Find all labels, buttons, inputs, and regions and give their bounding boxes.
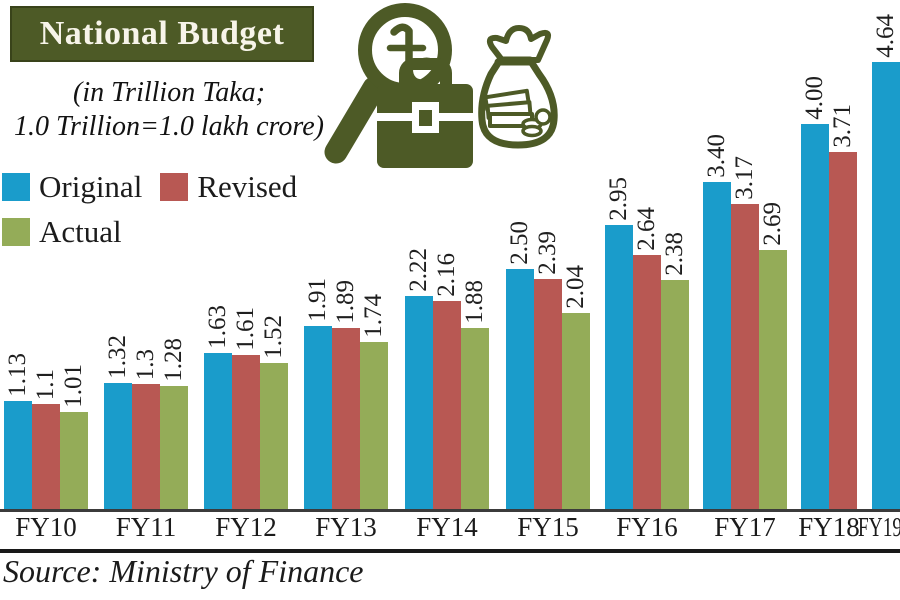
- bar-original-fy15: [506, 269, 534, 510]
- bar-chart: 1.13 1.1 1.01 1.32 1.3 1.28 1.63 1.61 1.52 1.91 1.…: [4, 14, 900, 510]
- bar-actual-fy15: [562, 313, 590, 510]
- bar-original-fy18: [801, 124, 829, 510]
- bar-actual-fy11: [160, 386, 188, 510]
- bar-actual-fy17: [759, 250, 787, 510]
- page-title: National Budget: [10, 6, 314, 62]
- legend-label-actual: Actual: [39, 214, 122, 249]
- bar-value-label-wrap: 2.38: [655, 232, 695, 276]
- legend-item-revised: Revised: [160, 169, 297, 205]
- x-axis-label-fy13: FY13: [315, 512, 377, 542]
- bar-value-label: 4.64: [871, 14, 899, 58]
- bar-value-label-wrap: 3.71: [823, 104, 863, 148]
- bar-revised-fy10: [32, 404, 60, 510]
- x-axis-label-fy10: FY10: [15, 512, 77, 542]
- money-bag-icon: [478, 25, 558, 149]
- bar-actual-fy14: [461, 328, 489, 510]
- bar-value-label-wrap: 1.52: [254, 315, 294, 359]
- legend-swatch-original: [2, 173, 30, 201]
- bar-value-label-wrap: 1.01: [54, 364, 94, 408]
- bar-actual-fy10: [60, 412, 88, 510]
- bar-original-fy17: [703, 182, 731, 510]
- bar-value-label: 1.28: [159, 338, 187, 382]
- bar-value-label-wrap: 1.88: [455, 280, 495, 324]
- bar-value-label: 3.71: [828, 104, 856, 148]
- x-axis-label-fy16: FY16: [616, 512, 678, 542]
- bar-actual-fy16: [661, 280, 689, 510]
- bar-value-label: 2.04: [561, 265, 589, 309]
- bar-original-fy16: [605, 225, 633, 510]
- bar-revised-fy17: [731, 204, 759, 510]
- bar-revised-fy18: [829, 152, 857, 510]
- legend-swatch-revised: [160, 173, 189, 201]
- bar-actual-fy13: [360, 342, 388, 510]
- bar-value-label: 1.01: [59, 364, 87, 408]
- legend-label-revised: Revised: [197, 169, 298, 204]
- source-credit: Source: Ministry of Finance: [3, 553, 364, 589]
- bar-revised-fy14: [433, 301, 461, 510]
- x-axis-label-fy15: FY15: [517, 512, 579, 542]
- x-axis-baseline: [0, 509, 900, 512]
- bar-original-fy14: [405, 296, 433, 510]
- bar-revised-fy16: [633, 255, 661, 510]
- x-axis-label-fy19: FY19: [857, 512, 900, 542]
- bar-original-fy12: [204, 353, 232, 510]
- x-axis-labels: FY10 FY11 FY12 FY13 FY14 FY15 FY16 FY17 FY18 FY19: [0, 512, 900, 548]
- bar-value-label: 1.52: [259, 315, 287, 359]
- bar-value-label: 3.17: [730, 156, 758, 200]
- bar-actual-fy12: [260, 363, 288, 510]
- bar-revised-fy11: [132, 384, 160, 510]
- bar-revised-fy12: [232, 355, 260, 510]
- bar-original-fy10: [4, 401, 32, 510]
- bar-value-label: 2.69: [758, 202, 786, 246]
- bar-original-fy19: [872, 62, 900, 510]
- x-axis-label-fy14: FY14: [416, 512, 478, 542]
- bar-value-label-wrap: 3.17: [725, 156, 765, 200]
- bar-value-label: 2.38: [660, 232, 688, 276]
- bar-revised-fy15: [534, 279, 562, 510]
- bar-value-label: 1.88: [460, 280, 488, 324]
- chart-subtitle: (in Trillion Taka; 1.0 Trillion=1.0 lakh…: [0, 76, 338, 144]
- bar-value-label: 1.74: [359, 294, 387, 338]
- bar-original-fy13: [304, 326, 332, 510]
- legend-row-top: Original Revised: [2, 169, 315, 205]
- legend-item-original: Original: [2, 169, 142, 205]
- bar-value-label-wrap: 4.64: [866, 14, 900, 58]
- legend-item-actual: Actual: [2, 214, 122, 250]
- budget-icon-illustration: [324, 3, 558, 168]
- bar-value-label-wrap: 1.28: [154, 338, 194, 382]
- briefcase-icon: [377, 58, 482, 168]
- footer-divider-line: [0, 549, 900, 553]
- x-axis-label-fy17: FY17: [714, 512, 776, 542]
- bar-original-fy11: [104, 383, 132, 510]
- legend-row-bottom: Actual: [2, 214, 140, 250]
- bar-value-label-wrap: 2.04: [556, 265, 596, 309]
- x-axis-label-fy11: FY11: [115, 512, 177, 542]
- legend-swatch-actual: [2, 218, 30, 246]
- subtitle-line-1: (in Trillion Taka;: [73, 77, 265, 108]
- bar-value-label-wrap: 2.69: [753, 202, 793, 246]
- legend-label-original: Original: [39, 169, 143, 204]
- subtitle-line-2: 1.0 Trillion=1.0 lakh crore): [13, 111, 325, 142]
- x-axis-label-fy18: FY18: [798, 512, 860, 542]
- bar-value-label-wrap: 1.74: [354, 294, 394, 338]
- bar-revised-fy13: [332, 328, 360, 510]
- x-axis-label-fy12: FY12: [215, 512, 277, 542]
